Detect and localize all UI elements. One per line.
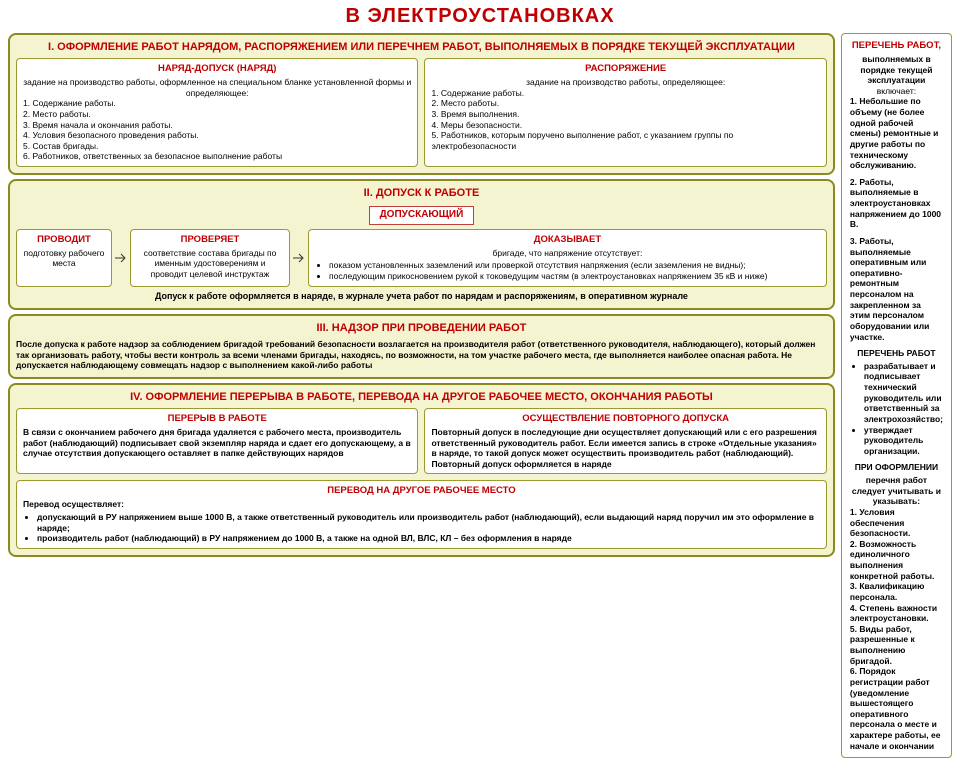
dokaz-body: бригаде, что напряжение отсутствует: пок… — [315, 248, 820, 282]
naryad-hdr: НАРЯД-ДОПУСК (НАРЯД) — [23, 63, 411, 75]
section-1: I. ОФОРМЛЕНИЕ РАБОТ НАРЯДОМ, РАСПОРЯЖЕНИ… — [8, 33, 835, 175]
perechen-hdr: ПЕРЕЧЕНЬ РАБОТ, — [850, 40, 943, 52]
list-item: 1. Небольшие по объему (не более одной р… — [850, 96, 943, 170]
perechen-sub3: перечня работ следует учитывать и указыв… — [850, 475, 943, 507]
list-item: 5. Виды работ, разрешенные к выполнению … — [850, 624, 943, 667]
rasp-item: 4. Меры безопасности. — [431, 120, 819, 131]
rasp-item: 5. Работников, которым поручено выполнен… — [431, 130, 819, 151]
perechen-list3: 1. Условия обеспечения безопасности. 2. … — [850, 507, 943, 751]
list-item: 3. Квалификацию персонала. — [850, 581, 943, 602]
naryad-item: 5. Состав бригады. — [23, 141, 411, 152]
rasp-body: задание на производство работы, определя… — [431, 77, 819, 151]
rasp-item: 3. Время выполнения. — [431, 109, 819, 120]
list-item: утверждает руководитель организации. — [864, 425, 943, 457]
perechen-list2: разрабатывает и подписывает технический … — [850, 361, 943, 457]
povtor-hdr: ОСУЩЕСТВЛЕНИЕ ПОВТОРНОГО ДОПУСКА — [431, 413, 819, 425]
provodit-hdr: ПРОВОДИТ — [23, 234, 105, 246]
rasp-hdr: РАСПОРЯЖЕНИЕ — [431, 63, 819, 75]
list-item: 4. Степень важности электроустановки. — [850, 603, 943, 624]
arrow-icon — [114, 251, 128, 265]
section-1-row: НАРЯД-ДОПУСК (НАРЯД) задание на производ… — [16, 58, 827, 167]
box-pereryv: ПЕРЕРЫВ В РАБОТЕ В связи с окончанием ра… — [16, 408, 418, 474]
section-2-footnote: Допуск к работе оформляется в наряде, в … — [16, 291, 827, 302]
perechen-hdr2: ПЕРЕЧЕНЬ РАБОТ — [850, 348, 943, 359]
list-item: 1. Условия обеспечения безопасности. — [850, 507, 943, 539]
left-column: I. ОФОРМЛЕНИЕ РАБОТ НАРЯДОМ, РАСПОРЯЖЕНИ… — [8, 33, 835, 758]
perechen-sub: выполняемых в порядке текущей эксплуатац… — [850, 54, 943, 86]
naryad-intro: задание на производство работы, оформлен… — [23, 77, 411, 98]
dokaz-item: показом установленных заземлений или про… — [329, 260, 820, 271]
naryad-item: 6. Работников, ответственных за безопасн… — [23, 151, 411, 162]
box-perevod: ПЕРЕВОД НА ДРУГОЕ РАБОЧЕЕ МЕСТО Перевод … — [16, 480, 827, 548]
section-3-text: После допуска к работе надзор за соблюде… — [16, 339, 827, 371]
rasp-item: 1. Содержание работы. — [431, 88, 819, 99]
povtor-text: Повторный допуск в последующие дни осуще… — [431, 427, 819, 470]
perechen-incl: включает: — [850, 86, 943, 97]
dokaz-hdr: ДОКАЗЫВАЕТ — [315, 234, 820, 246]
naryad-item: 4. Условия безопасного проведения работы… — [23, 130, 411, 141]
perevod-body: Перевод осуществляет: допускающий в РУ н… — [23, 499, 820, 544]
perevod-item: производитель работ (наблюдающий) в РУ н… — [37, 533, 820, 544]
perevod-item: допускающий в РУ напряжением выше 1000 В… — [37, 512, 820, 533]
box-dokazyvaet: ДОКАЗЫВАЕТ бригаде, что напряжение отсут… — [308, 229, 827, 287]
section-2-title: II. ДОПУСК К РАБОТЕ — [16, 187, 827, 200]
page-root: В ЭЛЕКТРОУСТАНОВКАХ I. ОФОРМЛЕНИЕ РАБОТ … — [0, 0, 960, 762]
dokaz-item: последующим прикосновением рукой к токов… — [329, 271, 820, 282]
box-provodit: ПРОВОДИТ подготовку рабочего места — [16, 229, 112, 287]
page-title: В ЭЛЕКТРОУСТАНОВКАХ — [8, 4, 952, 29]
pereryv-hdr: ПЕРЕРЫВ В РАБОТЕ — [23, 413, 411, 425]
proveryaet-text: соответствие состава бригады по именным … — [137, 248, 283, 280]
box-naryad: НАРЯД-ДОПУСК (НАРЯД) задание на производ… — [16, 58, 418, 167]
provodit-text: подготовку рабочего места — [23, 248, 105, 269]
section-3: III. НАДЗОР ПРИ ПРОВЕДЕНИИ РАБОТ После д… — [8, 314, 835, 379]
proveryaet-hdr: ПРОВЕРЯЕТ — [137, 234, 283, 246]
rasp-intro: задание на производство работы, определя… — [431, 77, 819, 88]
section-4-title: IV. ОФОРМЛЕНИЕ ПЕРЕРЫВА В РАБОТЕ, ПЕРЕВО… — [16, 391, 827, 404]
naryad-item: 3. Время начала и окончания работы. — [23, 120, 411, 131]
chip-wrap: ДОПУСКАЮЩИЙ — [16, 204, 827, 229]
arrow-icon — [292, 251, 306, 265]
dopuskayushchiy-chip: ДОПУСКАЮЩИЙ — [369, 206, 475, 225]
list-item: 2. Возможность единоличного выполнения к… — [850, 539, 943, 582]
rasp-item: 2. Место работы. — [431, 98, 819, 109]
naryad-body: задание на производство работы, оформлен… — [23, 77, 411, 162]
main-columns: I. ОФОРМЛЕНИЕ РАБОТ НАРЯДОМ, РАСПОРЯЖЕНИ… — [8, 33, 952, 758]
section-4: IV. ОФОРМЛЕНИЕ ПЕРЕРЫВА В РАБОТЕ, ПЕРЕВО… — [8, 383, 835, 557]
section-2: II. ДОПУСК К РАБОТЕ ДОПУСКАЮЩИЙ ПРОВОДИТ… — [8, 179, 835, 310]
list-item: 6. Порядок регистрации работ (уведомлени… — [850, 666, 943, 751]
box-proveryaet: ПРОВЕРЯЕТ соответствие состава бригады п… — [130, 229, 290, 287]
box-rasporyazhenie: РАСПОРЯЖЕНИЕ задание на производство раб… — [424, 58, 826, 167]
section-2-flow: ПРОВОДИТ подготовку рабочего места ПРОВЕ… — [16, 229, 827, 287]
list-item: 2. Работы, выполняемые в электроустановк… — [850, 177, 943, 230]
section-1-title: I. ОФОРМЛЕНИЕ РАБОТ НАРЯДОМ, РАСПОРЯЖЕНИ… — [16, 41, 827, 54]
pereryv-text: В связи с окончанием рабочего дня бригад… — [23, 427, 411, 459]
perechen-hdr3: ПРИ ОФОРМЛЕНИИ — [850, 462, 943, 473]
section-3-title: III. НАДЗОР ПРИ ПРОВЕДЕНИИ РАБОТ — [16, 322, 827, 335]
box-perechen: ПЕРЕЧЕНЬ РАБОТ, выполняемых в порядке те… — [841, 33, 952, 758]
right-column: ПЕРЕЧЕНЬ РАБОТ, выполняемых в порядке те… — [841, 33, 952, 758]
box-povtor: ОСУЩЕСТВЛЕНИЕ ПОВТОРНОГО ДОПУСКА Повторн… — [424, 408, 826, 474]
section-4-row1: ПЕРЕРЫВ В РАБОТЕ В связи с окончанием ра… — [16, 408, 827, 474]
naryad-item: 1. Содержание работы. — [23, 98, 411, 109]
dokaz-intro: бригаде, что напряжение отсутствует: — [315, 248, 820, 259]
list-item: разрабатывает и подписывает технический … — [864, 361, 943, 425]
list-item: 3. Работы, выполняемые оперативным или о… — [850, 236, 943, 342]
perechen-list1: 1. Небольшие по объему (не более одной р… — [850, 96, 943, 342]
naryad-item: 2. Место работы. — [23, 109, 411, 120]
perevod-intro: Перевод осуществляет: — [23, 499, 820, 510]
perevod-hdr: ПЕРЕВОД НА ДРУГОЕ РАБОЧЕЕ МЕСТО — [23, 485, 820, 497]
